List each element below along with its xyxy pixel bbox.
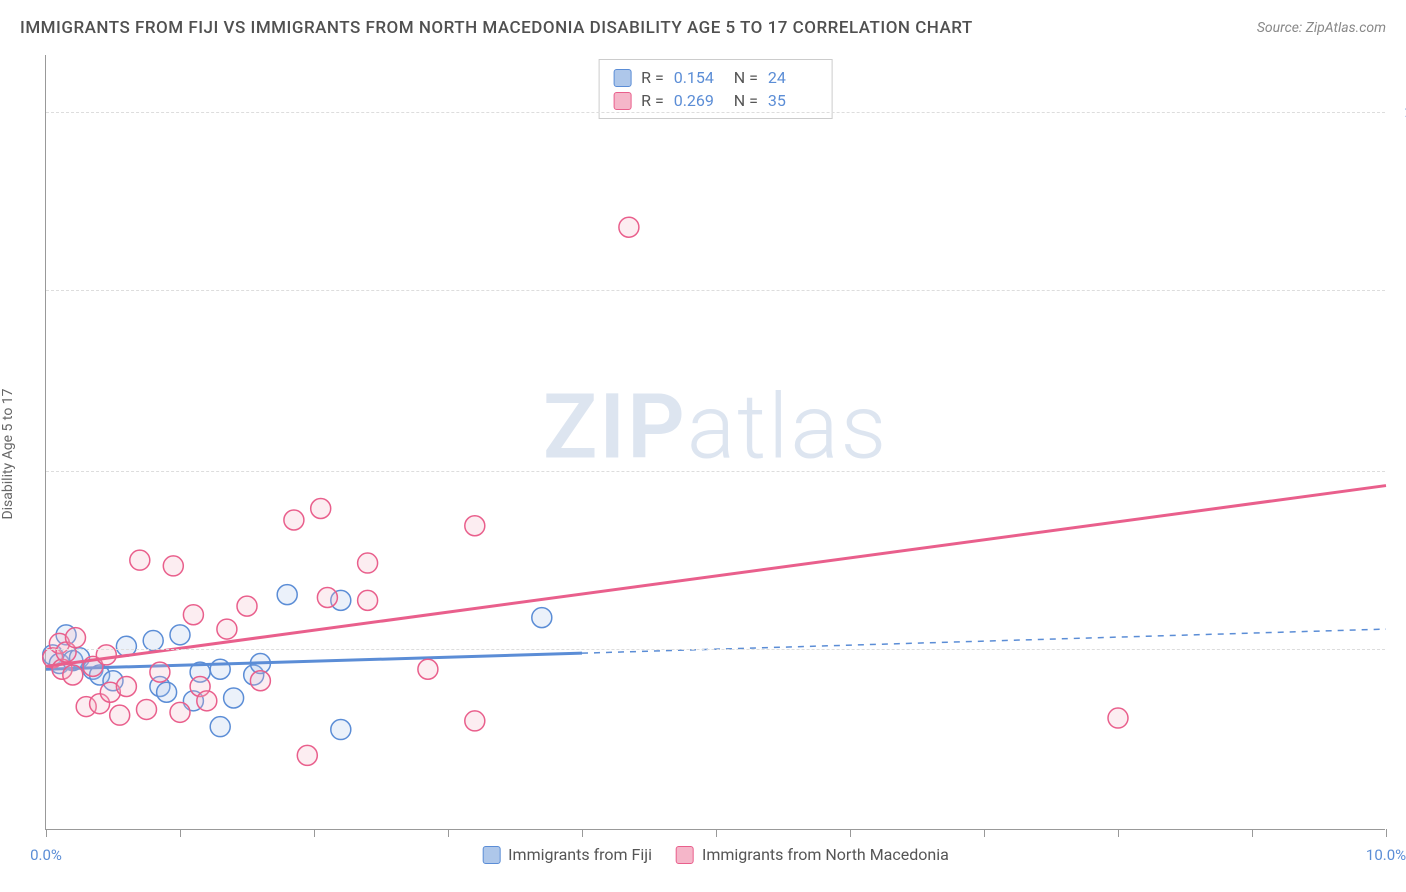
x-tick — [582, 829, 583, 837]
stats-row: R = 0.269 N = 35 — [613, 89, 818, 112]
scatter-point — [183, 605, 203, 625]
scatter-point — [116, 676, 136, 696]
grid-line — [46, 290, 1385, 291]
x-tick — [1386, 829, 1387, 837]
legend-swatch — [613, 92, 631, 110]
x-tick — [314, 829, 315, 837]
legend-swatch — [482, 846, 500, 864]
scatter-point — [130, 550, 150, 570]
scatter-point — [317, 588, 337, 608]
x-tick — [984, 829, 985, 837]
bottom-legend: Immigrants from Fiji Immigrants from Nort… — [482, 845, 949, 864]
scatter-point — [358, 553, 378, 573]
grid-line — [46, 112, 1385, 113]
scatter-point — [331, 720, 351, 740]
scatter-point — [210, 659, 230, 679]
x-tick — [448, 829, 449, 837]
scatter-point — [110, 705, 130, 725]
scatter-point — [170, 625, 190, 645]
trend-line — [46, 486, 1386, 667]
scatter-point — [619, 217, 639, 237]
r-label: R = — [641, 68, 664, 87]
legend-label: Immigrants from North Macedonia — [702, 845, 949, 864]
legend-swatch — [676, 846, 694, 864]
scatter-point — [217, 619, 237, 639]
scatter-point — [250, 671, 270, 691]
grid-line — [46, 649, 1385, 650]
stats-box: R = 0.154 N = 24 R = 0.269 N = 35 — [598, 59, 833, 119]
scatter-point — [197, 691, 217, 711]
scatter-point — [465, 711, 485, 731]
y-axis-label: Disability Age 5 to 17 — [0, 388, 16, 519]
legend-item: Immigrants from Fiji — [482, 845, 652, 864]
r-label: R = — [641, 91, 664, 110]
legend-label: Immigrants from Fiji — [508, 845, 652, 864]
scatter-point — [284, 510, 304, 530]
y-tick-label: 6.3% — [1390, 640, 1406, 658]
r-value: 0.269 — [674, 91, 724, 110]
x-tick — [180, 829, 181, 837]
scatter-point — [1108, 708, 1128, 728]
legend-item: Immigrants from North Macedonia — [676, 845, 949, 864]
scatter-point — [150, 662, 170, 682]
x-tick — [1252, 829, 1253, 837]
x-tick — [46, 829, 47, 837]
x-tick — [1118, 829, 1119, 837]
scatter-point — [532, 608, 552, 628]
stats-row: R = 0.154 N = 24 — [613, 66, 818, 89]
source-credit: Source: ZipAtlas.com — [1257, 20, 1386, 36]
scatter-point — [65, 628, 85, 648]
chart-title: IMMIGRANTS FROM FIJI VS IMMIGRANTS FROM … — [20, 18, 973, 38]
n-value: 35 — [768, 91, 818, 110]
y-tick-label: 25.0% — [1390, 103, 1406, 121]
scatter-point — [237, 596, 257, 616]
x-tick — [716, 829, 717, 837]
scatter-point — [277, 585, 297, 605]
grid-line — [46, 471, 1385, 472]
x-tick-label: 10.0% — [1366, 846, 1406, 864]
scatter-point — [137, 699, 157, 719]
n-value: 24 — [768, 68, 818, 87]
scatter-point — [163, 556, 183, 576]
scatter-point — [297, 745, 317, 765]
scatter-point — [143, 631, 163, 651]
legend-swatch — [613, 69, 631, 87]
title-bar: IMMIGRANTS FROM FIJI VS IMMIGRANTS FROM … — [20, 18, 1386, 38]
x-tick-label: 0.0% — [30, 846, 62, 864]
scatter-point — [224, 688, 244, 708]
chart-svg — [46, 55, 1385, 829]
r-value: 0.154 — [674, 68, 724, 87]
y-tick-label: 18.8% — [1390, 281, 1406, 299]
scatter-point — [63, 665, 83, 685]
scatter-point — [358, 590, 378, 610]
plot-area: ZIPatlas R =0.154N =24R =0.269N =35 Immi… — [45, 55, 1385, 830]
scatter-point — [96, 645, 116, 665]
y-tick-label: 12.5% — [1390, 462, 1406, 480]
scatter-point — [210, 717, 230, 737]
scatter-point — [170, 702, 190, 722]
n-label: N = — [734, 68, 758, 87]
scatter-point — [311, 499, 331, 519]
scatter-point — [157, 682, 177, 702]
n-label: N = — [734, 91, 758, 110]
x-tick — [850, 829, 851, 837]
scatter-point — [418, 659, 438, 679]
scatter-point — [465, 516, 485, 536]
